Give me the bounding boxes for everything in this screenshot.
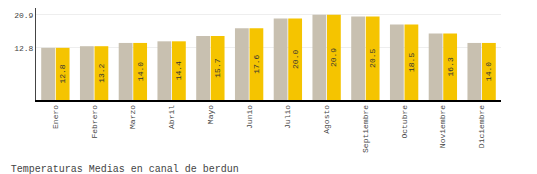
svg-text:20.5: 20.5 (368, 49, 377, 68)
svg-text:Marzo: Marzo (128, 105, 137, 129)
svg-text:17.6: 17.6 (252, 54, 261, 73)
svg-text:Temperaturas Medias en canal d: Temperaturas Medias en canal de berdun (11, 164, 239, 174)
svg-text:15.7: 15.7 (213, 58, 222, 77)
svg-text:12.8: 12.8 (14, 44, 33, 53)
svg-text:12.8: 12.8 (58, 64, 67, 83)
svg-text:20.9: 20.9 (14, 11, 33, 20)
svg-text:Abril: Abril (167, 105, 176, 129)
svg-text:Julio: Julio (283, 105, 292, 129)
svg-text:18.5: 18.5 (407, 53, 416, 72)
svg-text:Junio: Junio (245, 105, 254, 129)
svg-text:Noviembre: Noviembre (438, 105, 447, 148)
svg-text:20.9: 20.9 (329, 48, 338, 67)
svg-text:Mayo: Mayo (206, 105, 215, 124)
svg-text:Enero: Enero (51, 105, 60, 129)
svg-text:Diciembre: Diciembre (477, 105, 486, 148)
svg-text:Agosto: Agosto (322, 105, 331, 134)
svg-text:16.3: 16.3 (446, 57, 455, 76)
svg-text:13.2: 13.2 (97, 63, 106, 82)
svg-text:Octubre: Octubre (400, 105, 409, 139)
svg-text:14.4: 14.4 (174, 61, 183, 80)
svg-text:20.0: 20.0 (291, 50, 300, 69)
svg-text:14.0: 14.0 (484, 62, 493, 81)
svg-text:14.0: 14.0 (136, 62, 145, 81)
svg-text:Septiembre: Septiembre (361, 105, 370, 153)
svg-text:Febrero: Febrero (90, 105, 99, 139)
